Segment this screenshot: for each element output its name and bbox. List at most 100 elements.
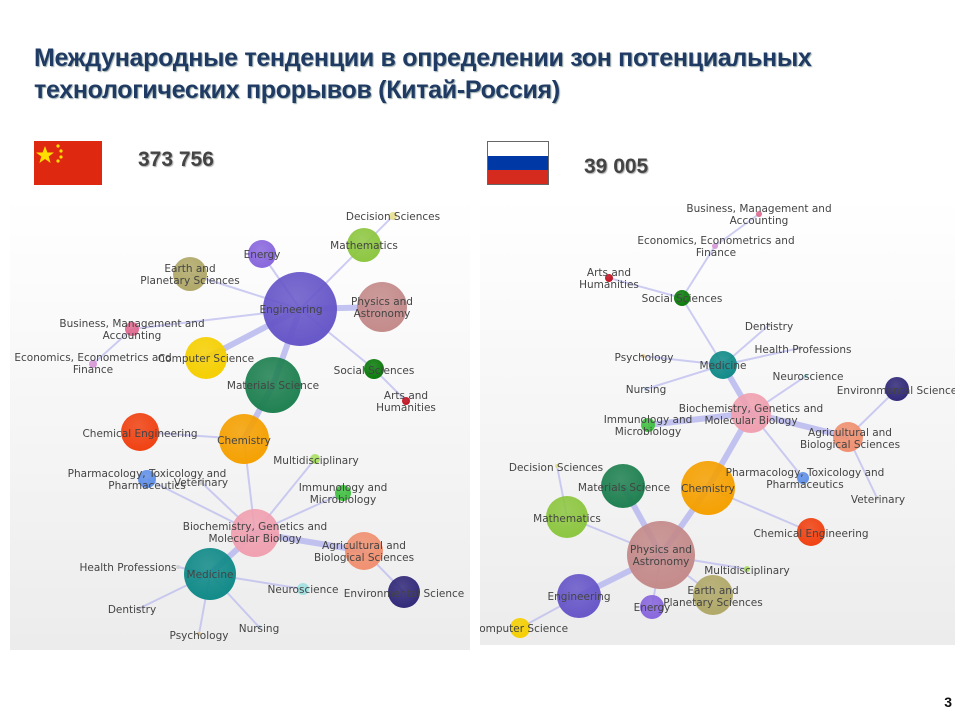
node-neuro[interactable] [297,583,309,595]
node-cheng[interactable] [797,518,825,546]
node-chem[interactable] [681,461,735,515]
node-earth[interactable] [173,257,207,291]
node-psy[interactable] [197,632,201,636]
label-line: Biological Sciences [800,439,900,451]
label-line: Health Professions [754,344,851,356]
node-phys[interactable] [627,521,695,589]
node-soc[interactable] [364,359,384,379]
node-dec[interactable] [389,212,397,220]
label-line: Chemistry [217,435,271,447]
label-immu: Immunology and Microbiology [299,482,388,506]
label-dec: Decision Sciences [509,462,603,474]
label-line: Humanities [579,279,639,291]
node-bus[interactable] [125,322,139,336]
node-math[interactable] [347,228,381,262]
node-eng[interactable] [557,574,601,618]
node-health[interactable] [798,346,802,350]
node-arts[interactable] [402,397,410,405]
node-vet[interactable] [875,496,879,500]
label-line: Pharmaceutics [766,479,843,491]
node-dec[interactable] [555,464,559,468]
node-dent[interactable] [136,607,140,611]
china-publication-count: 373 756 [138,148,214,171]
label-bio: Biochemistry, Genetics and Molecular Biol… [679,403,823,427]
node-mat[interactable] [601,464,645,508]
edge-bus-econ [714,213,760,247]
label-math: Mathematics [533,513,601,525]
label-line: Health Professions [79,562,176,574]
label-line: Decision Sciences [509,462,603,474]
label-line: Neuroscience [268,584,339,596]
node-eng[interactable] [263,272,337,346]
node-phys[interactable] [357,282,407,332]
node-econ[interactable] [712,243,718,249]
node-earth[interactable] [693,575,733,615]
node-multi[interactable] [310,454,320,464]
label-line: Immunology and [299,482,388,494]
label-line: Finance [696,247,736,259]
label-line: Molecular Biology [208,533,301,545]
node-energy[interactable] [248,240,276,268]
label-line: Astronomy [354,308,411,320]
label-dent: Dentistry [108,604,156,616]
label-line: Environmental Science [837,385,955,397]
node-med[interactable] [709,351,737,379]
node-neuro[interactable] [804,374,808,378]
label-line: Social Sciences [334,365,415,377]
label-vet: Veterinary [851,494,905,506]
node-med[interactable] [184,548,236,600]
node-dent[interactable] [767,323,771,327]
label-line: Microbiology [615,426,682,438]
label-line: Humanities [376,402,436,414]
node-pharm[interactable] [797,472,809,484]
node-agri[interactable] [833,422,863,452]
label-line: Chemical Engineering [753,528,868,540]
node-econ[interactable] [89,360,97,368]
node-env[interactable] [885,377,909,401]
node-bus[interactable] [756,211,762,217]
node-cheng[interactable] [121,413,159,451]
label-econ: Economics, Econometrics and Finance [637,235,794,259]
node-bio[interactable] [231,509,279,557]
node-arts[interactable] [605,274,613,282]
node-immu[interactable] [335,485,351,501]
label-cs: Computer Science [158,353,254,365]
node-mat[interactable] [245,357,301,413]
node-psy[interactable] [641,354,645,358]
node-soc[interactable] [674,290,690,306]
china-network-panel: Engineering Mathematics Decision Sciences E… [10,197,470,650]
label-line: Mathematics [533,513,601,525]
label-line: Pharmaceutics [108,480,185,492]
node-immu[interactable] [641,418,655,432]
label-line: Multidisciplinary [273,455,359,467]
node-vet[interactable] [198,479,204,485]
label-cs: Computer Science [480,623,568,635]
node-agri[interactable] [345,532,383,570]
label-line: Nursing [626,384,667,396]
node-multi[interactable] [744,566,750,572]
china-nodes [89,212,420,636]
node-health[interactable] [176,565,180,569]
label-pharm: Pharmacology, Toxicology and Pharmaceutic… [68,468,227,492]
node-cs[interactable] [185,337,227,379]
edge-econ-soc [681,245,716,299]
label-line: Neuroscience [773,371,844,383]
node-env[interactable] [388,576,420,608]
node-math[interactable] [546,496,588,538]
label-env: Environmental Science [837,385,955,397]
label-energy: Energy [244,249,281,261]
label-psy: Psychology [170,630,229,642]
node-nurs[interactable] [644,387,648,391]
edge-arts-soc [608,277,683,299]
label-arts: Arts and Humanities [579,267,639,291]
node-nurs[interactable] [257,625,261,629]
label-immu: Immunology and Microbiology [604,414,693,438]
node-chem[interactable] [219,414,269,464]
label-cheng: Chemical Engineering [82,428,197,440]
node-energy[interactable] [640,595,664,619]
label-soc: Social Sciences [642,293,723,305]
node-cs[interactable] [510,618,530,638]
node-bio[interactable] [731,393,771,433]
node-pharm[interactable] [138,470,156,488]
label-agri: Agricultural and Biological Sciences [800,427,900,451]
